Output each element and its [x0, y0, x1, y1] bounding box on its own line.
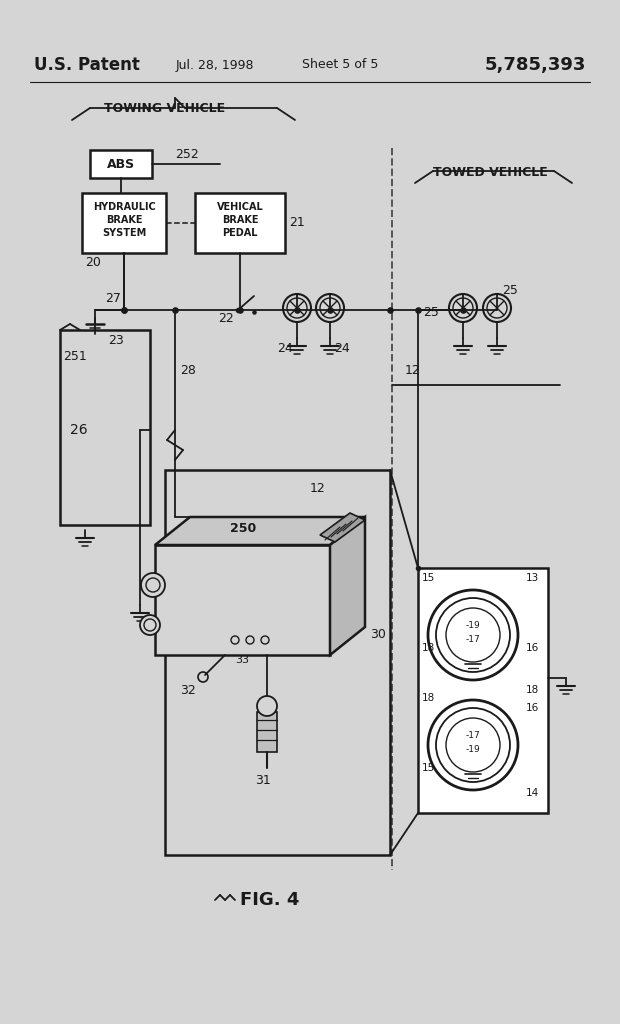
Bar — [257, 712, 277, 752]
Text: PEDAL: PEDAL — [222, 228, 258, 238]
Text: 250: 250 — [230, 521, 256, 535]
Text: 33: 33 — [235, 655, 249, 665]
Bar — [82, 193, 166, 253]
Polygon shape — [320, 513, 365, 542]
Text: -17: -17 — [466, 636, 480, 644]
Text: 20: 20 — [85, 256, 101, 268]
Text: 16: 16 — [526, 703, 539, 713]
Text: HYDRAULIC: HYDRAULIC — [92, 202, 156, 212]
Text: 21: 21 — [289, 216, 305, 229]
Text: 18: 18 — [422, 643, 435, 653]
Text: -19: -19 — [466, 621, 480, 630]
Text: TOWED VEHICLE: TOWED VEHICLE — [433, 166, 547, 178]
Text: BRAKE: BRAKE — [222, 215, 259, 225]
Text: 25: 25 — [423, 306, 439, 319]
Text: Jul. 28, 1998: Jul. 28, 1998 — [175, 58, 254, 72]
Bar — [195, 193, 285, 253]
Text: -19: -19 — [466, 745, 480, 755]
Text: VEHICAL: VEHICAL — [216, 202, 264, 212]
Text: 30: 30 — [370, 629, 386, 641]
Bar — [155, 545, 330, 655]
Text: 31: 31 — [255, 773, 271, 786]
Bar — [60, 330, 150, 525]
Circle shape — [141, 573, 165, 597]
Text: BRAKE: BRAKE — [106, 215, 142, 225]
Text: 16: 16 — [526, 643, 539, 653]
Text: 18: 18 — [422, 693, 435, 703]
Text: 32: 32 — [180, 683, 196, 696]
Polygon shape — [155, 517, 365, 545]
Text: Sheet 5 of 5: Sheet 5 of 5 — [302, 58, 378, 72]
Text: 15: 15 — [422, 763, 435, 773]
Text: 23: 23 — [108, 334, 124, 346]
Text: TOWING VEHICLE: TOWING VEHICLE — [104, 101, 226, 115]
Text: 13: 13 — [526, 573, 539, 583]
Text: 18: 18 — [526, 685, 539, 695]
Text: 251: 251 — [63, 350, 87, 364]
Bar — [418, 568, 548, 813]
Text: -17: -17 — [466, 730, 480, 739]
Bar — [90, 150, 152, 178]
Text: 26: 26 — [70, 423, 87, 437]
Text: ABS: ABS — [107, 158, 135, 171]
Text: 12: 12 — [405, 364, 421, 377]
Text: 28: 28 — [180, 364, 196, 377]
Text: SYSTEM: SYSTEM — [102, 228, 146, 238]
Text: U.S. Patent: U.S. Patent — [34, 56, 140, 74]
Circle shape — [257, 696, 277, 716]
Text: 24: 24 — [277, 341, 293, 354]
Text: 22: 22 — [218, 311, 234, 325]
Polygon shape — [330, 517, 365, 655]
Text: 27: 27 — [105, 292, 121, 304]
Text: 5,785,393: 5,785,393 — [484, 56, 586, 74]
Bar — [165, 470, 390, 855]
Text: 24: 24 — [334, 341, 350, 354]
Text: FIG. 4: FIG. 4 — [240, 891, 299, 909]
Text: 14: 14 — [526, 788, 539, 798]
Circle shape — [140, 615, 160, 635]
Text: 15: 15 — [422, 573, 435, 583]
Text: 25: 25 — [502, 284, 518, 297]
Text: 12: 12 — [310, 481, 326, 495]
Text: 252: 252 — [175, 147, 199, 161]
